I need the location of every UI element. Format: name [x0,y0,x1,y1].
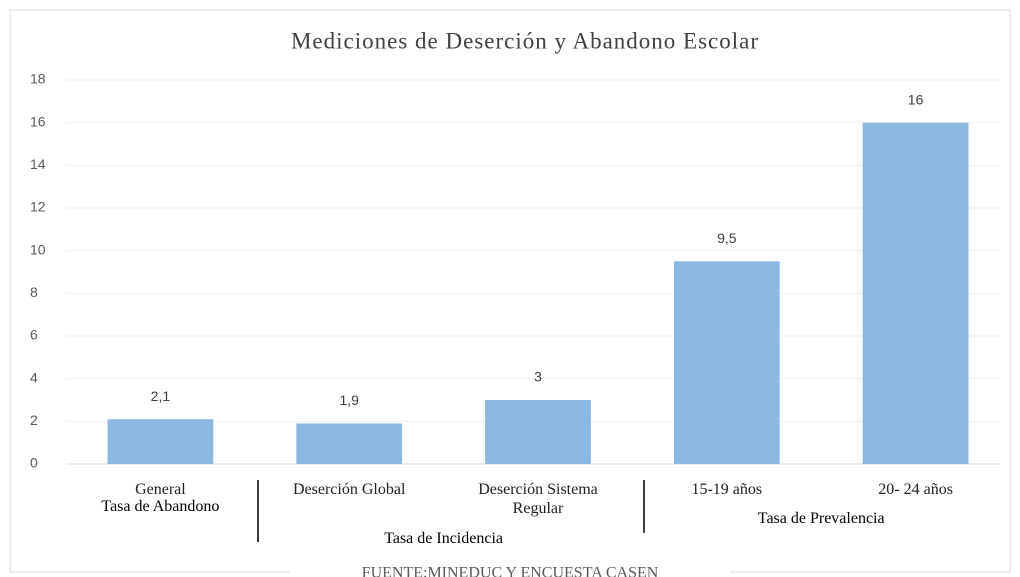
x-tick-label: Deserción Global [292,481,406,498]
y-tick-label: 16 [30,113,46,129]
source-bg [290,564,730,577]
group-label: Tasa de Abandono [101,498,220,515]
y-tick-label: 14 [30,156,46,172]
value-label: 3 [534,369,542,385]
bar [862,122,969,465]
x-tick-label: Deserción Sistema Regular [478,481,598,517]
value-label: 1,9 [339,392,359,408]
y-tick-label: 6 [30,327,38,343]
source: FUENTE:MINEDUC Y ENCUESTA CASEN [362,565,659,577]
group-label: Tasa de Prevalencia [757,510,885,527]
y-tick-label: 0 [30,455,38,471]
y-tick-label: 8 [30,284,38,300]
bar [485,400,591,464]
bar [107,419,214,464]
bar [673,261,780,464]
bar [296,423,403,464]
y-tick-label: 4 [30,369,38,385]
x-tick-label: General [135,481,186,498]
y-tick-label: 12 [30,199,46,215]
chart-title: Mediciones de Deserción y Abandono Escol… [291,28,759,53]
value-label: 2,1 [151,388,171,404]
y-tick-label: 18 [30,71,46,87]
chart-border [9,9,1011,573]
y-tick-label: 2 [30,412,38,428]
x-tick-label: 20- 24 años [878,481,953,498]
value-label: 16 [908,91,924,107]
y-tick-label: 10 [30,241,46,257]
value-label: 9,5 [717,230,737,246]
group-label: Tasa de Incidencia [384,530,503,547]
x-tick-label: 15-19 años [691,481,763,498]
